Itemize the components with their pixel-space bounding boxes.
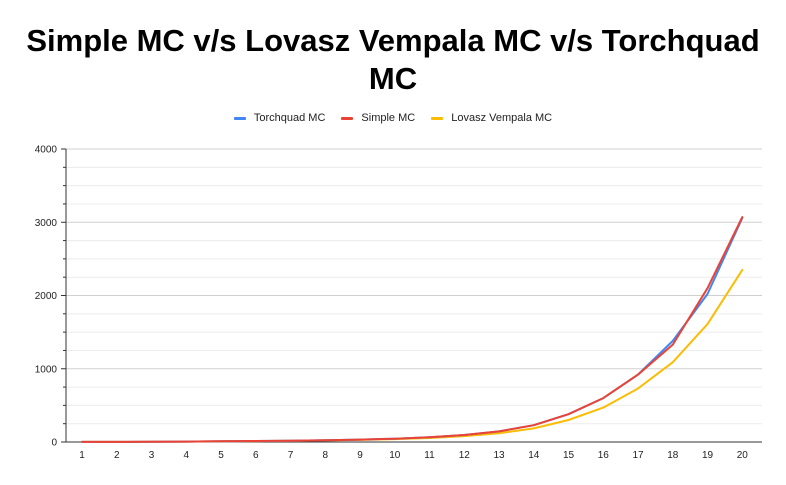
x-tick-label: 19: [702, 450, 714, 461]
x-tick-label: 3: [149, 450, 155, 461]
chart-title: Simple MC v/s Lovasz Vempala MC v/s Torc…: [26, 23, 760, 96]
y-tick-label: 1000: [35, 364, 58, 375]
legend-label-lovasz: Lovasz Vempala MC: [451, 112, 553, 124]
x-tick-label: 11: [424, 450, 435, 461]
x-tick-label: 15: [563, 450, 575, 461]
x-tick-label: 9: [357, 450, 363, 461]
legend-item-simple[interactable]: Simple MC: [341, 112, 415, 124]
legend-item-torchquad[interactable]: Torchquad MC: [233, 112, 326, 124]
legend-swatch-torchquad: [233, 116, 246, 120]
x-tick-label: 8: [322, 450, 328, 461]
y-tick-label: 0: [51, 438, 57, 449]
series-line-simple-mc: [81, 216, 744, 443]
legend-label-simple: Simple MC: [361, 112, 416, 124]
x-tick-label: 12: [459, 450, 471, 461]
series-line-torchquad-mc: [81, 216, 744, 443]
x-tick-label: 14: [528, 450, 540, 461]
x-tick-label: 2: [114, 450, 120, 461]
y-tick-label: 2000: [35, 291, 58, 302]
x-tick-label: 17: [632, 450, 644, 461]
legend-item-lovasz[interactable]: Lovasz Vempala MC: [431, 112, 552, 124]
y-tick-label: 3000: [35, 218, 58, 229]
x-tick-label: 7: [288, 450, 294, 461]
x-tick-label: 18: [667, 450, 679, 461]
x-tick-label: 1: [79, 450, 85, 461]
legend: Torchquad MC Simple MC Lovasz Vempala MC: [0, 110, 786, 126]
legend-swatch-simple: [341, 116, 354, 120]
legend-swatch-lovasz: [431, 116, 444, 120]
legend-label-torchquad: Torchquad MC: [253, 112, 326, 124]
x-tick-label: 5: [218, 450, 224, 461]
x-tick-label: 4: [183, 450, 189, 461]
x-tick-label: 13: [493, 450, 505, 461]
y-tick-label: 4000: [35, 145, 58, 156]
x-tick-label: 6: [253, 450, 259, 461]
x-tick-label: 16: [598, 450, 610, 461]
x-tick-label: 20: [737, 450, 749, 461]
x-tick-label: 10: [389, 450, 401, 461]
